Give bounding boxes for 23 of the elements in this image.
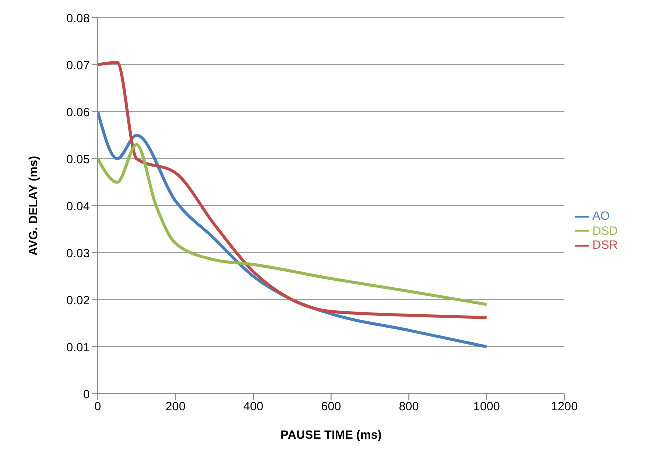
x-tick-label: 1000 [474,400,501,414]
x-tick-label: 0 [94,400,102,414]
x-tick-label: 200 [166,400,186,414]
x-tick-label: 800 [399,400,420,414]
x-axis-title: PAUSE TIME (ms) [280,428,382,442]
line-series [98,61,488,320]
y-tick-label: 0.04 [66,199,90,214]
y-tick-label: 0.07 [66,58,90,72]
x-tick-label: 600 [321,400,342,414]
legend-label: DSD [592,224,618,238]
legend-label: AO [592,208,610,223]
x-tick-label: 1200 [551,400,578,414]
legend-label: DSR [592,238,618,252]
y-tick-label: 0.05 [66,152,90,166]
y-tick-label: 0.01 [66,340,90,354]
y-axis-title: AVG. DELAY (ms) [26,156,40,256]
x-tick-label: 400 [244,400,264,414]
y-tick-label: 0.08 [66,11,90,26]
y-tick-label: 0.02 [66,293,90,308]
line-series [98,143,488,306]
y-tick-label: 0 [83,387,90,402]
y-tick-label: 0.03 [66,246,90,260]
y-tick-label: 0.06 [66,105,90,120]
